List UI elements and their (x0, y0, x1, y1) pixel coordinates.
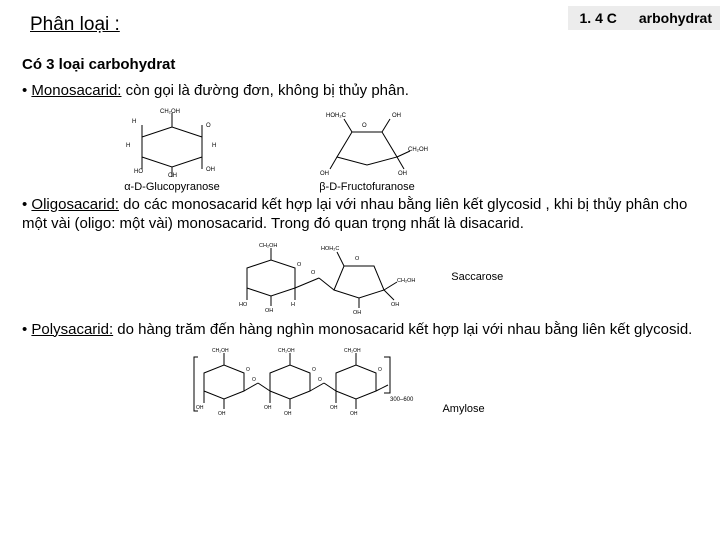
fructofuranose-icon: HOH₂C O OH OH OH CH₂OH (302, 107, 432, 179)
svg-text:O: O (311, 270, 316, 276)
mono-term: Monosacarid: (31, 82, 121, 99)
svg-text:HOH₂C: HOH₂C (321, 246, 339, 252)
svg-text:OH: OH (392, 113, 401, 119)
svg-text:OH: OH (350, 411, 358, 417)
svg-text:OH: OH (353, 310, 361, 316)
poly-bullet: • Polysacarid: do hàng trăm đến hàng ngh… (22, 320, 710, 340)
svg-text:O: O (318, 377, 322, 383)
svg-text:OH: OH (398, 171, 407, 177)
mono-figures: CH₂OH O H OH HO OH H H α-D-Glucopyranose (112, 107, 710, 193)
glucopyranose-caption: α-D-Glucopyranose (112, 181, 232, 193)
svg-text:300–600: 300–600 (390, 397, 414, 403)
svg-text:O: O (252, 377, 256, 383)
svg-text:CH₂OH: CH₂OH (344, 348, 361, 354)
svg-text:HO: HO (239, 302, 248, 308)
fructofuranose-caption: β-D-Fructofuranose (302, 181, 432, 193)
oligo-bullet: • Oligosacarid: do các monosacarid kết h… (22, 195, 710, 234)
svg-text:CH₂OH: CH₂OH (160, 109, 180, 115)
svg-text:CH₂OH: CH₂OH (278, 348, 295, 354)
svg-text:OH: OH (265, 308, 273, 314)
amylose-fig: CH₂OH CH₂OH CH₂OH O O O O O OH OH OH OH … (192, 343, 710, 421)
svg-text:OH: OH (391, 302, 399, 308)
svg-text:OH: OH (196, 405, 204, 411)
svg-text:O: O (297, 262, 302, 268)
svg-text:CH₂OH: CH₂OH (212, 348, 229, 354)
mono-bullet: • Monosacarid: còn gọi là đường đơn, khô… (22, 81, 710, 101)
glucopyranose-fig: CH₂OH O H OH HO OH H H α-D-Glucopyranose (112, 107, 232, 193)
glucopyranose-icon: CH₂OH O H OH HO OH H H (112, 107, 232, 179)
svg-text:OH: OH (264, 405, 272, 411)
bullet-mark: • (22, 196, 31, 213)
svg-text:O: O (312, 367, 316, 373)
bullet-mark: • (22, 321, 31, 338)
svg-text:OH: OH (168, 173, 177, 179)
svg-text:HO: HO (134, 169, 143, 175)
saccarose-caption: Saccarose (451, 271, 503, 283)
svg-text:H: H (291, 302, 295, 308)
svg-text:CH₂OH: CH₂OH (397, 278, 415, 284)
saccarose-icon: CH₂OH O HO H OH O HOH₂C O OH CH₂OH OH (229, 238, 439, 316)
header-box: 1. 4 C arbohydrat (568, 6, 720, 30)
intro-text: Có 3 loại carbohydrat (22, 56, 710, 73)
svg-text:HOH₂C: HOH₂C (326, 113, 347, 119)
amylose-caption: Amylose (442, 403, 484, 415)
svg-text:O: O (206, 123, 211, 129)
oligo-rest: do các monosacarid kết hợp lại với nhau … (22, 196, 687, 233)
page-title: Phân loại : (30, 14, 120, 36)
mono-rest: còn gọi là đường đơn, không bị thủy phân… (121, 82, 408, 99)
svg-text:O: O (246, 367, 250, 373)
svg-text:OH: OH (206, 167, 215, 173)
svg-text:OH: OH (218, 411, 226, 417)
svg-text:OH: OH (320, 171, 329, 177)
poly-term: Polysacarid: (31, 321, 113, 338)
header-word: arbohydrat (639, 10, 712, 26)
header-num: 1. 4 C (580, 10, 617, 26)
amylose-icon: CH₂OH CH₂OH CH₂OH O O O O O OH OH OH OH … (192, 343, 432, 421)
svg-text:H: H (126, 143, 130, 149)
svg-text:CH₂OH: CH₂OH (259, 243, 277, 249)
svg-text:OH: OH (284, 411, 292, 417)
svg-text:H: H (212, 143, 216, 149)
saccarose-fig: CH₂OH O HO H OH O HOH₂C O OH CH₂OH OH Sa… (22, 238, 710, 316)
content: Có 3 loại carbohydrat • Monosacarid: còn… (22, 56, 710, 421)
svg-text:O: O (362, 123, 367, 129)
svg-text:OH: OH (330, 405, 338, 411)
svg-text:O: O (355, 256, 360, 262)
oligo-term: Oligosacarid: (31, 196, 119, 213)
poly-rest: do hàng trăm đến hàng nghìn monosacarid … (113, 321, 692, 338)
svg-text:O: O (378, 367, 382, 373)
bullet-mark: • (22, 82, 31, 99)
svg-text:CH₂OH: CH₂OH (408, 147, 428, 153)
fructofuranose-fig: HOH₂C O OH OH OH CH₂OH β-D-Fructofuranos… (302, 107, 432, 193)
svg-text:H: H (132, 119, 136, 125)
